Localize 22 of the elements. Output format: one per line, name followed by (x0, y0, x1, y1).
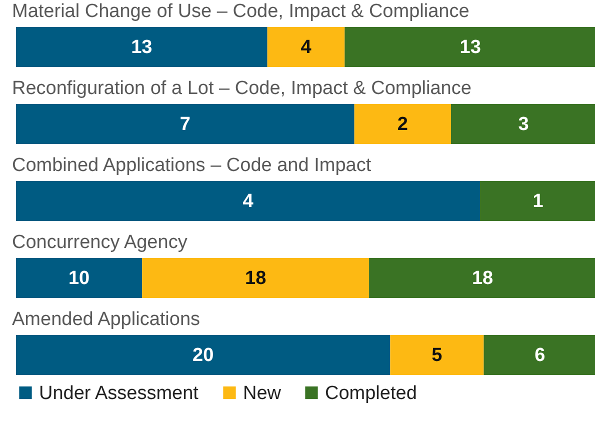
chart-title: Amended Applications (12, 309, 200, 330)
data-label: 1 (532, 191, 544, 212)
chart-title: Concurrency Agency (12, 232, 188, 253)
data-label: 20 (192, 345, 214, 366)
data-label: 13 (460, 37, 481, 58)
data-label: 4 (242, 191, 254, 212)
chart-title: Reconfiguration of a Lot – Code, Impact & Compliance (12, 78, 472, 99)
data-label: 6 (534, 345, 546, 366)
data-label: 5 (432, 345, 443, 366)
data-label: 4 (300, 37, 312, 58)
chart-title: Combined Applications – Code and Impact (12, 155, 372, 176)
legend-label: Completed (325, 382, 417, 404)
data-label: 3 (518, 114, 529, 135)
data-label: 18 (472, 268, 494, 289)
data-label: 10 (68, 268, 90, 289)
legend-label: Under Assessment (39, 382, 200, 404)
data-label: 13 (131, 37, 152, 58)
data-label: 2 (397, 114, 408, 135)
legend-label: New (243, 382, 282, 404)
data-label: 18 (244, 268, 266, 289)
chart-title: Material Change of Use – Code, Impact & Compliance (12, 1, 470, 22)
data-label: 7 (180, 114, 190, 135)
